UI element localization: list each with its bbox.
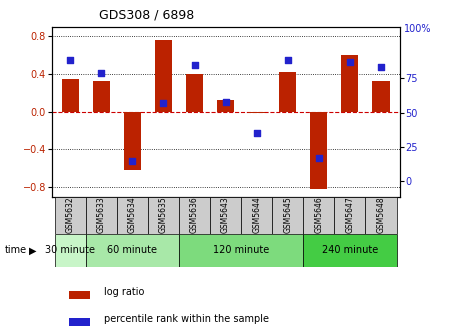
Point bbox=[346, 59, 353, 65]
Text: time: time bbox=[4, 245, 26, 255]
Text: GSM5648: GSM5648 bbox=[376, 197, 386, 234]
Bar bbox=[341, 55, 358, 112]
Bar bbox=[335, 197, 365, 234]
Text: GSM5643: GSM5643 bbox=[221, 197, 230, 234]
Text: 120 minute: 120 minute bbox=[213, 245, 269, 255]
Text: ▶: ▶ bbox=[29, 245, 37, 255]
Text: GDS308 / 6898: GDS308 / 6898 bbox=[99, 8, 194, 22]
Bar bbox=[62, 79, 79, 112]
Bar bbox=[55, 197, 86, 234]
Bar bbox=[365, 197, 396, 234]
Text: GSM5635: GSM5635 bbox=[159, 197, 168, 234]
Point bbox=[98, 70, 105, 76]
Bar bbox=[179, 234, 303, 267]
Text: GSM5633: GSM5633 bbox=[97, 197, 106, 234]
Point bbox=[315, 155, 322, 161]
Bar bbox=[69, 318, 90, 326]
Bar bbox=[303, 234, 396, 267]
Bar bbox=[86, 234, 179, 267]
Point bbox=[191, 62, 198, 67]
Text: 240 minute: 240 minute bbox=[322, 245, 378, 255]
Bar bbox=[117, 197, 148, 234]
Bar bbox=[124, 112, 141, 170]
Bar bbox=[69, 291, 90, 299]
Bar bbox=[179, 197, 210, 234]
Bar bbox=[248, 112, 265, 113]
Point bbox=[160, 100, 167, 106]
Bar bbox=[210, 197, 241, 234]
Bar bbox=[148, 197, 179, 234]
Point bbox=[222, 99, 229, 104]
Point bbox=[377, 65, 384, 70]
Bar bbox=[186, 74, 203, 112]
Text: 60 minute: 60 minute bbox=[107, 245, 158, 255]
Point bbox=[129, 158, 136, 163]
Bar bbox=[217, 100, 234, 112]
Text: 100%: 100% bbox=[404, 24, 431, 34]
Bar bbox=[372, 81, 390, 112]
Text: GSM5634: GSM5634 bbox=[128, 197, 137, 234]
Text: GSM5636: GSM5636 bbox=[190, 197, 199, 234]
Text: log ratio: log ratio bbox=[104, 287, 144, 297]
Bar bbox=[155, 40, 172, 112]
Point bbox=[253, 130, 260, 136]
Bar bbox=[86, 197, 117, 234]
Text: GSM5644: GSM5644 bbox=[252, 197, 261, 234]
Bar bbox=[272, 197, 303, 234]
Bar bbox=[279, 72, 296, 112]
Point bbox=[284, 58, 291, 63]
Bar bbox=[55, 234, 86, 267]
Text: GSM5646: GSM5646 bbox=[314, 197, 323, 234]
Bar bbox=[303, 197, 335, 234]
Point bbox=[67, 58, 74, 63]
Bar bbox=[310, 112, 327, 189]
Text: GSM5632: GSM5632 bbox=[66, 197, 75, 234]
Bar bbox=[241, 197, 272, 234]
Bar bbox=[93, 81, 110, 112]
Text: GSM5645: GSM5645 bbox=[283, 197, 292, 234]
Text: 30 minute: 30 minute bbox=[45, 245, 95, 255]
Text: GSM5647: GSM5647 bbox=[345, 197, 354, 234]
Text: percentile rank within the sample: percentile rank within the sample bbox=[104, 314, 269, 324]
